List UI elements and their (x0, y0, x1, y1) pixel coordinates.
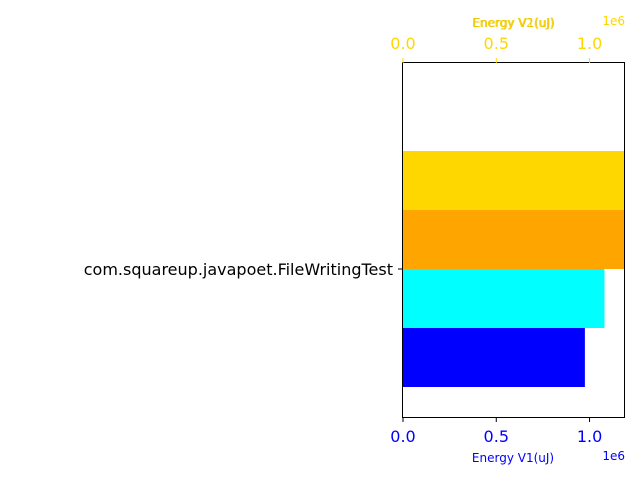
bottom-axis-ticks: 0.0 0.5 1.0 (390, 417, 602, 446)
bar-series-4 (403, 151, 625, 210)
category-axis: com.squareup.javapoet.FileWritingTest (84, 260, 403, 279)
bottom-axis-offset-text: 1e6 (602, 449, 625, 463)
bar-series-1 (403, 328, 585, 387)
bottom-tick-label: 1.0 (577, 427, 602, 446)
top-tick-label: 0.5 (484, 34, 509, 53)
bar-series-3 (403, 210, 625, 269)
top-tick-label: 1.0 (577, 34, 602, 53)
top-axis-label-v2: Energy V2(uJ) (472, 16, 554, 30)
top-axis-ticks: 0.0 0.5 1.0 (390, 34, 602, 63)
top-axis-offset-text: 1e6 (602, 14, 625, 28)
bar-series-2 (403, 269, 605, 328)
top-axis-label-v1: Energy V1(uJ) (473, 16, 555, 30)
top-tick-label: 0.0 (390, 34, 415, 53)
bottom-tick-label: 0.5 (484, 427, 509, 446)
bars-group (403, 151, 625, 387)
bottom-tick-label: 0.0 (390, 427, 415, 446)
plot-frame (402, 62, 625, 418)
bottom-axis-label: Energy V1(uJ) (472, 451, 554, 465)
category-label: com.squareup.javapoet.FileWritingTest (84, 260, 393, 279)
